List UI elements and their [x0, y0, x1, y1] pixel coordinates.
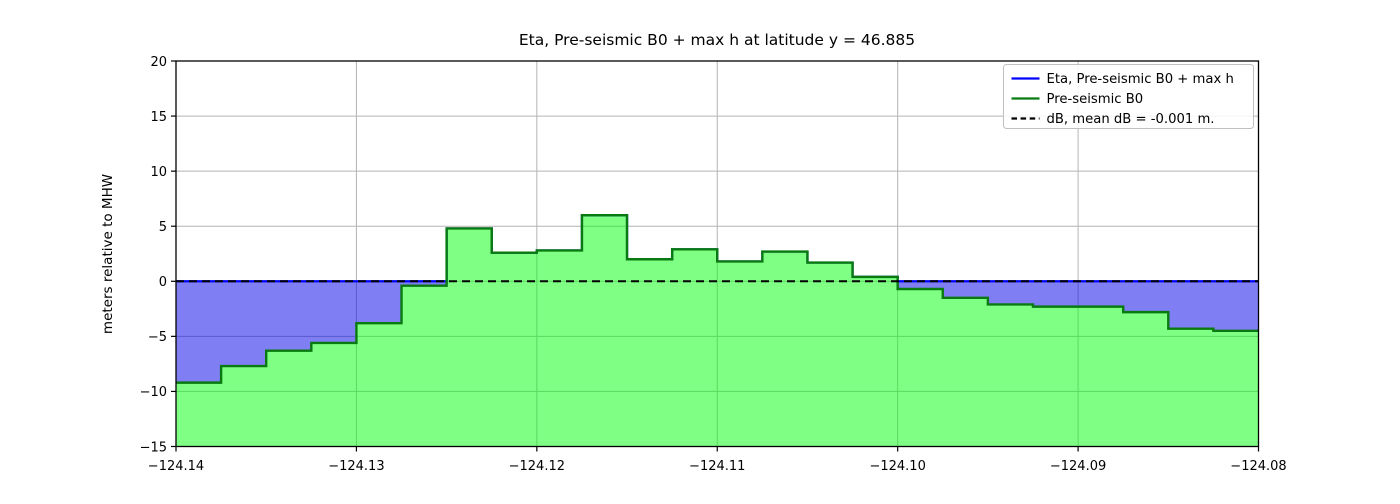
y-tick-label: 15 — [150, 110, 167, 125]
legend-label: dB, mean dB = -0.001 m. — [1047, 112, 1215, 127]
x-tick-label: −124.11 — [689, 459, 745, 474]
x-tick-label: −124.13 — [328, 459, 384, 474]
legend-label: Pre-seismic B0 — [1047, 92, 1144, 107]
eta-water-fill — [176, 281, 447, 383]
x-tick-label: −124.10 — [869, 459, 925, 474]
legend-box — [1003, 64, 1254, 129]
x-tick-label: −124.14 — [148, 459, 204, 474]
x-tick-label: −124.12 — [509, 459, 565, 474]
axis-layer: −124.14 −124.13 −124.12 −124.11 −124.10 −124.… — [140, 55, 1287, 474]
legend: Eta, Pre-seismic B0 + max h Pre-seismic B… — [1003, 64, 1254, 129]
y-tick-label: −5 — [148, 330, 167, 345]
x-tick-label: −124.08 — [1230, 459, 1286, 474]
legend-label: Eta, Pre-seismic B0 + max h — [1047, 72, 1234, 87]
y-tick-label: 0 — [159, 275, 167, 290]
line-layer — [176, 214, 1259, 384]
chart-title: Eta, Pre-seismic B0 + max h at latitude … — [519, 31, 915, 49]
y-tick-label: 10 — [150, 165, 167, 180]
pre-seismic-b0-line — [176, 214, 1259, 384]
y-tick-label: −10 — [140, 385, 167, 400]
y-axis-label: meters relative to MHW — [100, 174, 116, 334]
y-tick-label: 5 — [159, 220, 167, 235]
y-tick-label: 20 — [150, 55, 167, 70]
x-tick-label: −124.09 — [1050, 459, 1106, 474]
y-tick-label: −15 — [140, 440, 167, 455]
